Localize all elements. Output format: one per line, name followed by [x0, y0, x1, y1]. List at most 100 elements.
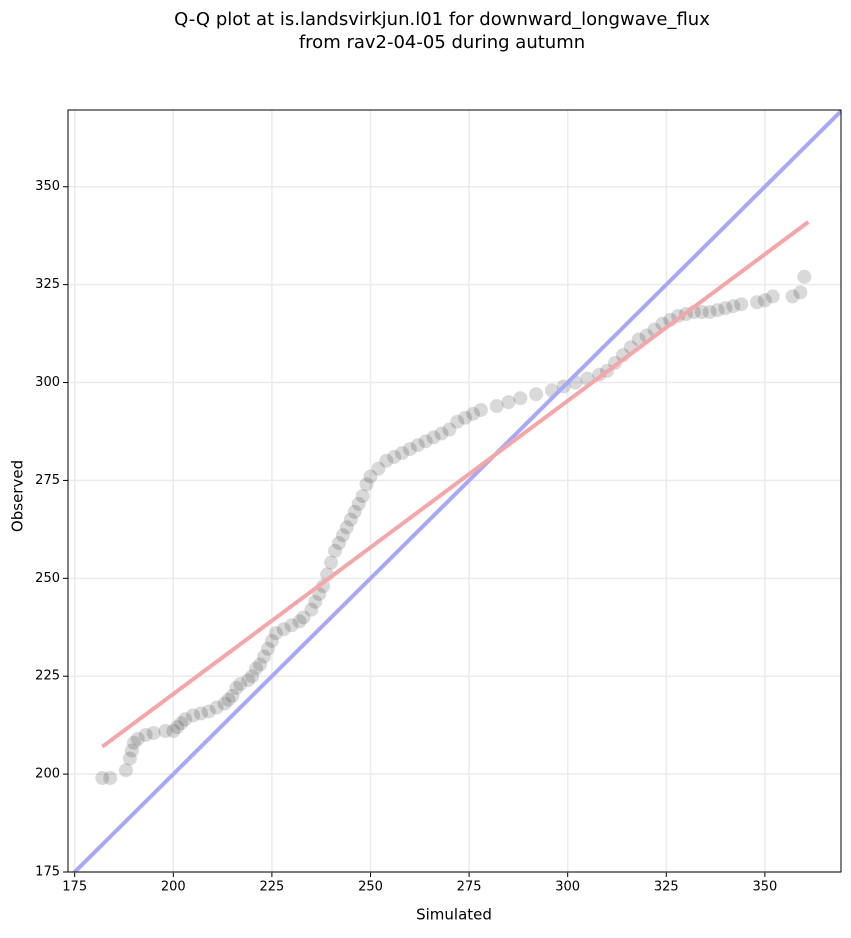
point	[146, 725, 161, 740]
point	[501, 395, 516, 410]
point	[734, 297, 749, 312]
point	[328, 543, 343, 558]
point	[166, 724, 181, 739]
point	[710, 303, 725, 318]
point	[426, 430, 441, 445]
point	[371, 461, 386, 476]
x-tick-label: 300	[555, 880, 580, 895]
point	[138, 727, 153, 742]
point	[292, 614, 307, 629]
point	[339, 520, 354, 535]
point	[209, 700, 224, 715]
point	[694, 305, 709, 320]
point	[434, 426, 449, 441]
x-tick-label: 275	[457, 880, 482, 895]
point	[442, 422, 457, 437]
chart-title: Q-Q plot at is.landsvirkjun.l01 for down…	[174, 9, 710, 30]
point	[347, 504, 362, 519]
point	[158, 724, 173, 739]
point	[379, 453, 394, 468]
point	[229, 680, 244, 695]
point	[284, 618, 299, 633]
point	[335, 528, 350, 543]
point	[249, 661, 264, 676]
point	[316, 579, 331, 594]
point	[174, 716, 189, 731]
point	[466, 406, 481, 421]
point	[489, 399, 504, 414]
point	[410, 438, 425, 453]
point	[126, 735, 141, 750]
y-tick-label: 275	[35, 473, 60, 488]
y-axis-label: Observed	[9, 460, 27, 532]
point	[749, 295, 764, 310]
y-tick-label: 200	[35, 767, 60, 782]
point	[186, 708, 201, 723]
point	[793, 285, 808, 300]
point	[785, 289, 800, 304]
point	[130, 731, 145, 746]
point	[170, 720, 185, 735]
fit-line	[101, 220, 810, 749]
x-tick-label: 175	[62, 880, 87, 895]
point	[178, 712, 193, 727]
point	[221, 692, 236, 707]
point	[418, 434, 433, 449]
point	[513, 391, 528, 406]
point	[276, 622, 291, 637]
point	[324, 555, 339, 570]
y-tick-label: 225	[35, 669, 60, 684]
point	[343, 512, 358, 527]
point	[351, 496, 366, 511]
y-tick-label: 325	[35, 277, 60, 292]
point	[450, 414, 465, 429]
x-tick-label: 225	[259, 880, 284, 895]
point	[95, 771, 110, 786]
point	[387, 449, 402, 464]
point	[359, 477, 374, 492]
x-axis-label: Simulated	[416, 906, 492, 924]
point	[124, 743, 139, 758]
reference-line	[71, 110, 841, 872]
chart-title: from rav2-04-05 during autumn	[299, 32, 585, 53]
y-tick-label: 250	[35, 571, 60, 586]
point	[765, 289, 780, 304]
point	[201, 704, 216, 719]
point	[225, 688, 240, 703]
point	[304, 602, 319, 617]
point	[217, 696, 232, 711]
point	[122, 751, 137, 766]
x-tick-label: 325	[654, 880, 679, 895]
x-tick-label: 350	[752, 880, 777, 895]
point	[260, 641, 275, 656]
point	[257, 649, 272, 664]
point	[458, 410, 473, 425]
point	[702, 305, 717, 320]
point	[726, 299, 741, 314]
point	[331, 536, 346, 551]
point	[103, 771, 118, 786]
plot-frame	[67, 109, 842, 873]
point	[245, 669, 260, 684]
x-tick-label: 250	[358, 880, 383, 895]
point	[355, 489, 370, 504]
point	[718, 301, 733, 316]
point	[363, 469, 378, 484]
point	[253, 657, 268, 672]
point	[473, 402, 488, 417]
point	[529, 387, 544, 402]
y-tick-label: 175	[35, 865, 60, 880]
point	[264, 633, 279, 648]
point	[797, 269, 812, 284]
x-tick-label: 200	[161, 880, 186, 895]
point	[241, 673, 256, 688]
point	[395, 446, 410, 461]
point	[296, 610, 311, 625]
point	[118, 763, 133, 778]
y-tick-label: 350	[35, 179, 60, 194]
point	[193, 706, 208, 721]
point	[268, 626, 283, 641]
point	[402, 442, 417, 457]
y-tick-label: 300	[35, 375, 60, 390]
